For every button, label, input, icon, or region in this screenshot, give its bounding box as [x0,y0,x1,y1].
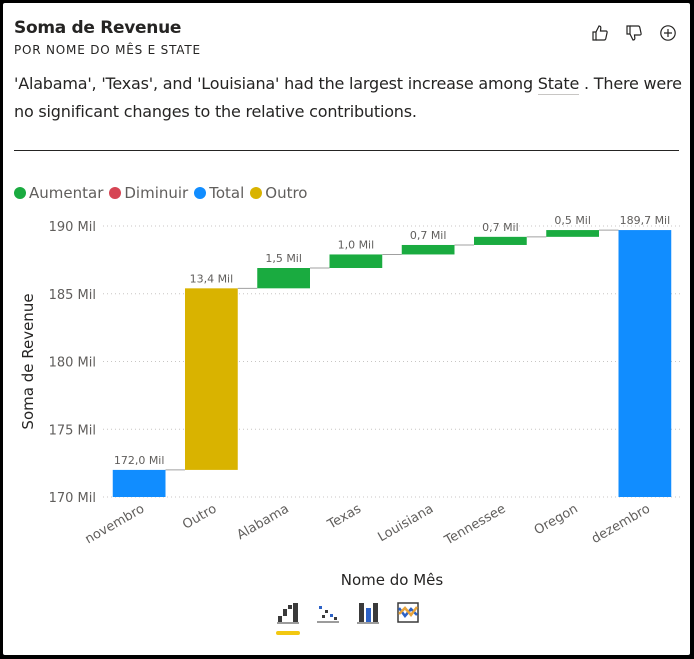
column-chart-icon[interactable] [355,600,381,626]
chart-subtitle: POR NOME DO MÊS E STATE [14,43,201,57]
data-label: 0,7 Mil [482,221,519,234]
legend-item-total[interactable]: Total [194,184,244,202]
chart-legend: Aumentar Diminuir Total Outro [14,184,313,202]
x-tick-label: novembro [83,501,148,547]
data-label: 1,5 Mil [265,252,302,265]
x-axis-title: Nome do Mês [341,571,444,589]
bar-tennessee [474,236,527,245]
summary-field-link[interactable]: State [537,74,580,95]
chart-title: Soma de Revenue [14,18,182,38]
y-tick-label: 180 Mil [49,356,96,371]
legend-item-increase[interactable]: Aumentar [14,184,103,202]
smart-narrative: 'Alabama', 'Texas', and 'Louisiana' had … [14,70,682,126]
visual-card: Soma de Revenue POR NOME DO MÊS E STATE … [3,3,690,655]
data-label: 189,7 Mil [620,214,671,227]
y-tick-label: 175 Mil [49,423,96,438]
x-tick-label: Tennessee [441,501,508,548]
bar-texas [329,254,383,269]
legend-dot [109,187,122,199]
bar-novembro [112,469,166,497]
legend-label: Total [209,184,245,202]
add-icon[interactable] [658,23,678,43]
x-tick-label: Texas [324,501,364,533]
divider [14,150,679,151]
legend-dot [14,187,26,199]
y-tick-label: 185 Mil [49,288,96,303]
visual-variants [275,600,421,635]
bar-dezembro [618,230,672,497]
waterfall-chart-icon[interactable] [275,600,301,635]
x-tick-label: dezembro [589,501,653,547]
thumbs-up-icon[interactable] [590,23,610,43]
y-tick-label: 170 Mil [49,491,96,506]
y-axis-title: Soma de Revenue [19,293,37,429]
data-label: 0,7 Mil [410,229,447,242]
y-tick-label: 190 Mil [49,220,96,235]
bar-outro [185,288,238,470]
data-label: 1,0 Mil [338,238,375,251]
bar-alabama [257,268,310,289]
ribbon-chart-icon[interactable] [395,600,421,626]
scatter-chart-icon[interactable] [315,600,341,626]
legend-dot [194,187,207,199]
legend-label: Aumentar [29,184,104,202]
data-label: 0,5 Mil [554,214,591,227]
legend-item-decrease[interactable]: Diminuir [109,184,188,202]
summary-text-before: 'Alabama', 'Texas', and 'Louisiana' had … [14,74,538,93]
bar-oregon [546,230,599,237]
x-tick-label: Outro [180,501,219,532]
legend-label: Outro [265,184,308,202]
card-actions [590,23,678,43]
x-tick-label: Louisiana [375,501,436,545]
legend-item-other[interactable]: Outro [250,184,307,202]
x-tick-label: Alabama [234,501,291,543]
bar-louisiana [401,244,455,255]
thumbs-down-icon[interactable] [624,23,644,43]
summary-text-after: . There were no significant changes to t… [14,74,682,121]
data-label: 13,4 Mil [190,272,234,285]
x-tick-label: Oregon [532,501,581,538]
data-label: 172,0 Mil [114,454,165,467]
legend-dot [250,187,263,199]
waterfall-chart: 170 Mil 175 Mil 180 Mil 185 Mil 190 Mil 172,0… [19,214,681,589]
legend-label: Diminuir [124,184,189,202]
